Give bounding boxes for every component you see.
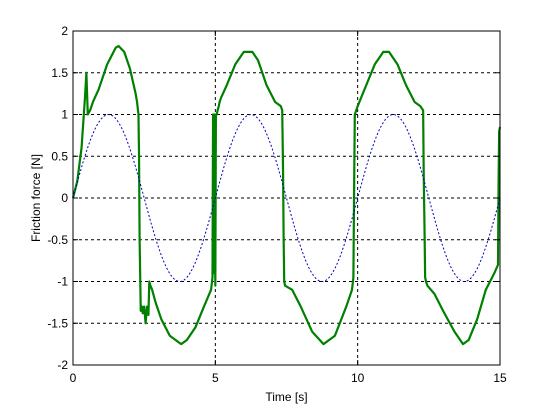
y-tick-label: 0 [61,191,68,205]
y-tick-label: -0.5 [47,233,68,247]
x-axis-label: Time [s] [265,390,307,404]
x-tick-label: 15 [493,371,507,385]
y-tick-label: -1.5 [47,316,68,330]
x-tick-label: 5 [212,371,219,385]
y-tick-label: 0.5 [51,149,68,163]
x-tick-label: 10 [351,371,365,385]
y-tick-label: 1 [61,108,68,122]
y-tick-label: 1.5 [51,66,68,80]
y-axis-label: Friction force [N] [29,154,43,242]
x-tick-label: 0 [70,371,77,385]
friction-force-line [71,44,502,346]
y-tick-label: -1 [57,275,68,289]
series-group [71,44,502,346]
y-tick-label: 2 [61,24,68,38]
y-tick-label: -2 [57,358,68,372]
tick-group: 0 5 10 15 -2 -1.5 -1 -0.5 0 0.5 1 1.5 2 [47,24,507,385]
reference-sine-line [72,114,501,282]
